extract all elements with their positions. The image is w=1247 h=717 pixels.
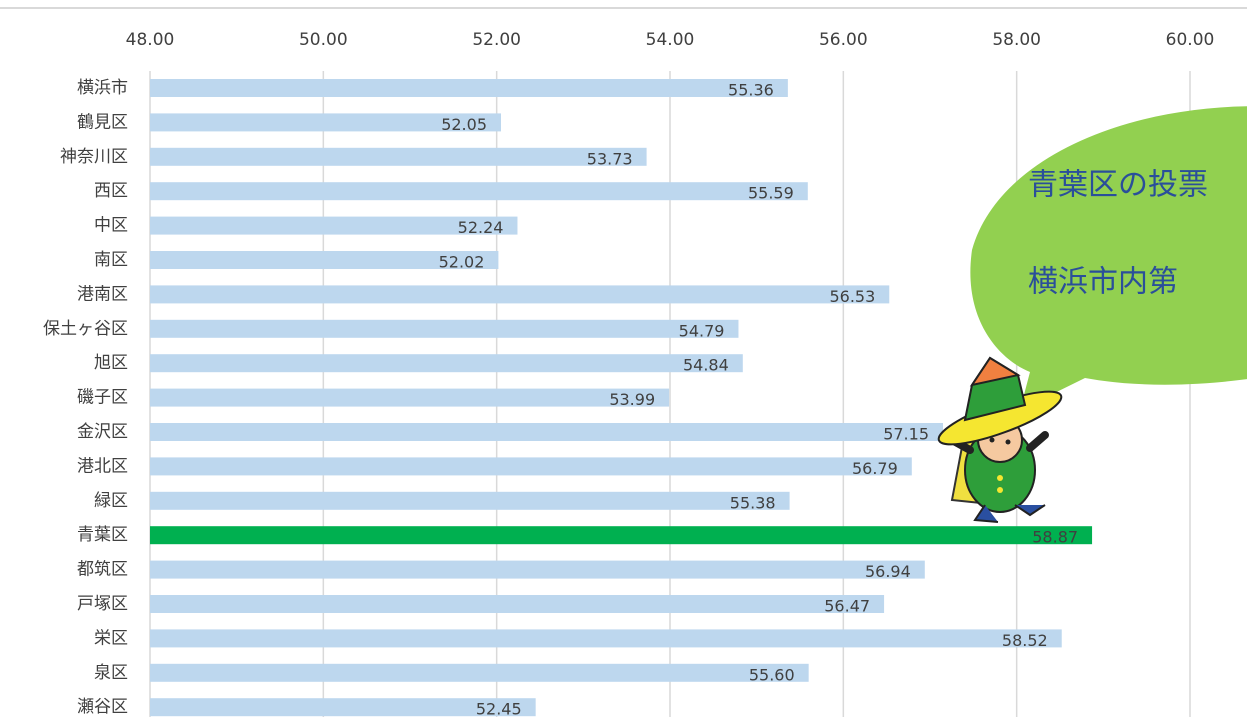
value-label: 52.02 xyxy=(439,253,485,272)
value-label: 56.53 xyxy=(829,287,875,306)
x-tick-label: 50.00 xyxy=(299,30,348,50)
y-tick-label: 緑区 xyxy=(94,491,128,511)
y-tick-label: 中区 xyxy=(94,216,128,236)
y-tick-label: 金沢区 xyxy=(77,422,128,442)
value-label: 56.47 xyxy=(824,597,870,616)
bar xyxy=(150,526,1092,544)
bar xyxy=(150,182,808,200)
y-tick-label: 瀬谷区 xyxy=(77,697,128,717)
bar xyxy=(150,492,790,510)
x-tick-label: 56.00 xyxy=(819,30,868,50)
value-label: 53.99 xyxy=(609,390,655,409)
x-tick-label: 52.00 xyxy=(472,30,521,50)
y-tick-label: 磯子区 xyxy=(77,388,128,408)
value-label: 58.52 xyxy=(1002,631,1048,650)
y-tick-label: 都筑区 xyxy=(77,560,128,580)
value-label: 54.79 xyxy=(679,321,725,340)
bar xyxy=(150,664,809,682)
bar xyxy=(150,457,912,475)
y-tick-label: 南区 xyxy=(94,250,128,270)
value-label: 55.60 xyxy=(749,665,795,684)
y-tick-label: 保土ヶ谷区 xyxy=(43,319,128,339)
value-label: 52.45 xyxy=(476,700,522,717)
value-label: 57.15 xyxy=(883,425,929,444)
x-tick-label: 58.00 xyxy=(992,30,1041,50)
bar xyxy=(150,423,943,441)
y-tick-label: 神奈川区 xyxy=(60,147,128,167)
bar xyxy=(150,354,743,372)
x-tick-label: 54.00 xyxy=(646,30,695,50)
bar xyxy=(150,389,669,407)
y-tick-label: 青葉区 xyxy=(77,525,128,545)
value-label: 55.59 xyxy=(748,184,794,203)
value-label: 55.36 xyxy=(728,81,774,100)
y-tick-label: 泉区 xyxy=(94,663,128,683)
annotation: 青葉区の投票 xyxy=(1028,168,1208,203)
speech-bubble: 青葉区の投票 横浜市内第 xyxy=(970,106,1247,410)
value-label: 56.79 xyxy=(852,459,898,478)
y-tick-label: 横浜市 xyxy=(77,78,128,98)
y-tick-label: 旭区 xyxy=(94,353,128,373)
x-tick-label: 48.00 xyxy=(126,30,175,50)
x-tick-label: 60.00 xyxy=(1166,30,1215,50)
bar xyxy=(150,148,647,166)
bar xyxy=(150,285,889,303)
value-label: 52.24 xyxy=(458,218,504,237)
bar xyxy=(150,595,884,613)
value-label: 58.87 xyxy=(1032,528,1078,547)
y-tick-label: 栄区 xyxy=(94,628,128,648)
value-label: 55.38 xyxy=(730,493,776,512)
value-label: 56.94 xyxy=(865,562,911,581)
y-tick-label: 戸塚区 xyxy=(77,594,128,614)
value-label: 53.73 xyxy=(587,149,633,168)
bar xyxy=(150,320,738,338)
y-tick-label: 港南区 xyxy=(77,284,128,304)
value-label: 54.84 xyxy=(683,356,729,375)
chart: 48.00 50.00 52.00 54.00 56.00 58.00 60.00 横浜市 5… xyxy=(0,0,1247,717)
bar xyxy=(150,629,1062,647)
value-label: 52.05 xyxy=(441,115,487,134)
bar xyxy=(150,561,925,579)
y-tick-label: 鶴見区 xyxy=(77,112,128,132)
annotation: 横浜市内第 xyxy=(1028,265,1178,300)
bar xyxy=(150,79,788,97)
y-tick-label: 西区 xyxy=(94,181,128,201)
y-tick-label: 港北区 xyxy=(77,456,128,476)
